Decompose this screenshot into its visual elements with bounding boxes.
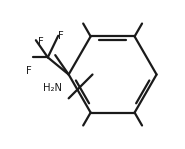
Text: H₂N: H₂N	[43, 83, 62, 93]
Text: F: F	[58, 31, 63, 41]
Text: F: F	[26, 66, 32, 76]
Text: F: F	[38, 37, 43, 47]
